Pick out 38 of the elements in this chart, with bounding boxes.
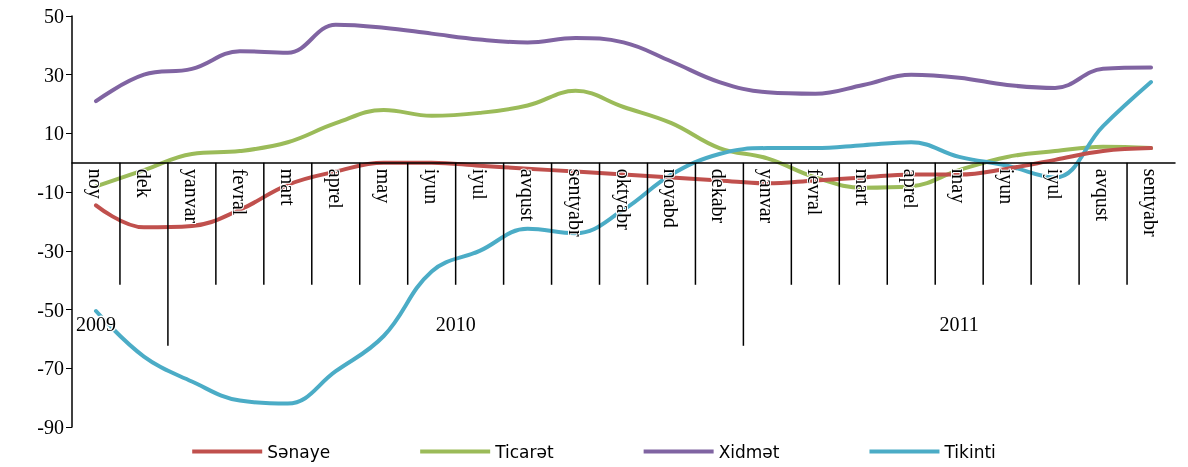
legend-label: Tikinti	[943, 441, 996, 462]
y-tick-label: 50	[44, 5, 64, 27]
y-tick-label: -70	[37, 357, 64, 380]
x-tick-label: avqust	[1091, 168, 1115, 222]
x-tick-label: iyul	[1043, 168, 1067, 201]
y-tick-label: 10	[44, 122, 64, 145]
annotation: 2011	[939, 313, 979, 335]
legend-label: Sənaye	[267, 441, 331, 462]
x-tick-label: fevral	[804, 168, 827, 216]
x-tick-label: yanvar	[179, 168, 203, 224]
x-tick-label: avqust	[515, 168, 539, 222]
x-tick-label: may	[371, 168, 395, 204]
annotation: 2010	[435, 313, 476, 335]
x-tick-label: iyun	[419, 168, 443, 205]
x-tick-label: mart	[852, 168, 875, 206]
x-tick-label: noyabd	[659, 168, 683, 228]
x-tick-label: mart	[276, 168, 299, 206]
x-tick-label: sentyabr	[1139, 168, 1163, 237]
x-tick-label: aprel	[899, 168, 923, 210]
y-tick-label: -30	[37, 239, 64, 262]
y-tick-label: -10	[37, 181, 64, 204]
x-tick-label: noy	[83, 168, 107, 199]
y-tick-label: 30	[44, 63, 64, 86]
x-tick-label: iyun	[995, 168, 1019, 205]
y-tick-label: -90	[37, 416, 64, 438]
x-tick-label: may	[947, 168, 971, 204]
x-tick-label: yanvar	[755, 168, 779, 224]
x-tick-label: dek	[132, 168, 155, 198]
x-tick-label: sentyabr	[563, 168, 587, 237]
x-tick-label: oktyabr	[611, 168, 635, 231]
x-tick-label: aprel	[323, 168, 347, 210]
x-tick-label: iyul	[467, 168, 491, 201]
legend-label: Xidmət	[718, 441, 780, 462]
legend-label: Ticarət	[494, 441, 554, 462]
x-tick-label: dekabr	[708, 168, 731, 224]
x-tick-label: fevral	[228, 168, 251, 216]
line-series	[93, 22, 1154, 104]
y-tick-label: -50	[37, 298, 64, 321]
